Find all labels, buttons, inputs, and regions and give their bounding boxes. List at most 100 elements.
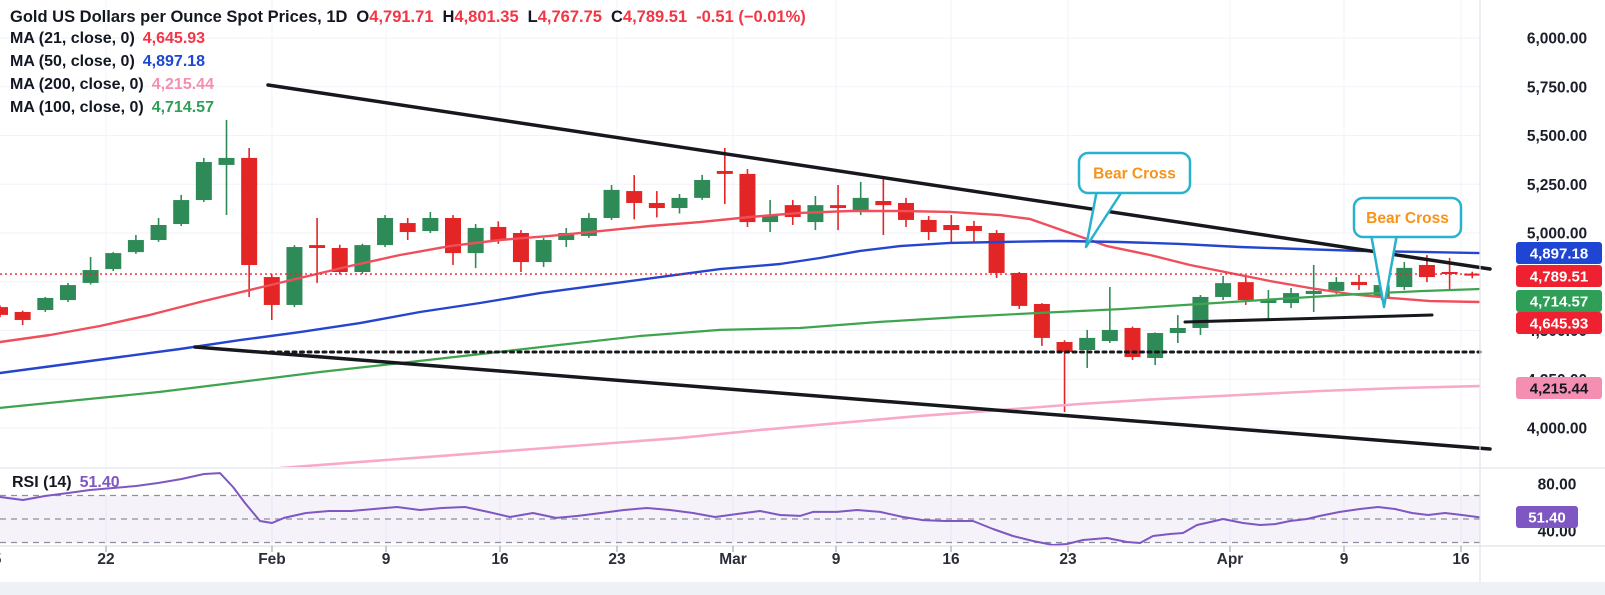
svg-text:4,897.18: 4,897.18 [1530,246,1588,263]
candle [1011,272,1028,309]
ma-legend-value: 4,714.57 [151,99,214,116]
price-badge: 4,714.57 [1516,290,1602,312]
candle [14,310,31,326]
candle [286,245,303,308]
callout-text: Bear Cross [1093,166,1176,183]
rsi-label: RSI (14) [12,474,72,491]
symbol-title-row: Gold US Dollars per Ounce Spot Prices, 1… [10,8,806,27]
ma-line-ma50[interactable] [0,239,1480,375]
rsi-axis-label: 80.00 [1538,476,1577,493]
ma-legend-value: 4,897.18 [142,53,206,70]
price-axis-label: 5,500.00 [1527,128,1587,145]
ma-legend-label: MA (100, close, 0) [10,99,144,116]
rsi-legend[interactable]: RSI (14) 51.40 [12,474,120,492]
svg-text:4,645.93: 4,645.93 [1530,316,1588,333]
candle [1351,274,1367,290]
candle [1215,275,1232,301]
upper-trendline[interactable] [266,83,1492,271]
candle [1147,332,1164,366]
ma-line-ma100[interactable] [0,287,1480,409]
ma-legend-row[interactable]: MA (50, close, 0) 4,897.18 [10,50,806,73]
time-label: 9 [382,551,391,568]
candle [1079,329,1096,368]
candle [1124,326,1141,360]
bear-cross-callout[interactable]: Bear Cross [1352,196,1463,309]
candle [535,237,552,267]
candle [309,217,326,283]
ma-legend: MA (21, close, 0) 4,645.93 MA (50, close, … [10,27,806,119]
price-badge: 4,215.44 [1516,377,1602,399]
axis-badges: 4,897.18 4,789.51 4,714.57 4,645.93 4,215.44… [1516,242,1602,528]
candle [105,252,122,272]
ohlc-key: H [442,8,455,26]
time-label: Mar [719,551,747,568]
ohlc-key: L [527,8,538,26]
bear-cross-callout[interactable]: Bear Cross [1077,151,1192,249]
ma-line-ma21[interactable] [0,209,1480,344]
chart-legend: Gold US Dollars per Ounce Spot Prices, 1… [10,8,806,119]
candle [37,296,54,312]
ma-legend-row[interactable]: MA (200, close, 0) 4,215.44 [10,73,806,96]
candle [1033,303,1050,346]
ma-line-ma200[interactable] [279,384,1480,468]
candle [150,217,167,242]
candle [830,185,847,231]
candle [467,224,484,269]
symbol-title[interactable]: Gold US Dollars per Ounce Spot Prices, 1… [10,8,348,26]
price-axis-label: 6,000.00 [1527,31,1587,48]
price-badge: 4,645.93 [1516,312,1602,334]
candle [875,177,892,235]
candle [965,220,982,242]
candle [920,216,937,241]
ma-legend-row[interactable]: MA (100, close, 0) 4,714.57 [10,96,806,119]
price-badge: 4,789.51 [1516,265,1602,287]
bottom-toolbar-strip [0,582,1605,595]
candle [173,194,190,226]
ohlc-key: O [356,8,370,26]
candle [694,174,711,200]
ohlc-key: C [610,8,623,26]
candle [1101,287,1118,343]
candle [898,197,914,227]
ma-legend-row[interactable]: MA (21, close, 0) 4,645.93 [10,27,806,50]
time-axis[interactable]: 5 22 Feb 9 16 23 Mar 9 16 23 Apr 9 16 [0,546,1470,568]
candle [558,227,575,248]
candle [580,213,597,238]
time-label: 9 [1340,551,1349,568]
ohlc-value: 4,789.51 [622,8,688,26]
time-label: 23 [1059,551,1077,568]
candle [626,175,643,220]
time-label: 16 [491,551,509,568]
candle [988,230,1005,279]
price-axis-label: 5,750.00 [1527,79,1587,96]
svg-text:4,789.51: 4,789.51 [1530,269,1588,286]
short-resistance-level[interactable] [1183,313,1434,324]
candle [512,230,529,272]
rsi-band-layer [0,494,1480,544]
ma-legend-label: MA (50, close, 0) [10,53,135,70]
time-label: 5 [0,551,2,568]
rsi-line[interactable] [0,472,1480,546]
price-badge: 51.40 [1516,506,1578,528]
grid-layer [0,0,1480,546]
time-label: 9 [832,551,841,568]
candle [127,234,144,254]
price-axis-label: 5,000.00 [1527,226,1587,243]
candle [59,282,76,303]
time-label: 23 [608,551,626,568]
ohlc-readout: O4,791.71 H4,801.35 L4,767.75 C4,789.51 [347,8,687,26]
time-label: Apr [1217,551,1244,568]
candle [648,191,665,218]
time-label: 22 [97,551,114,568]
price-axis-label: 4,000.00 [1527,421,1587,438]
moving-averages-layer [0,209,1480,468]
candle [1192,295,1209,335]
candle [943,215,960,244]
lower-trendline[interactable] [193,345,1492,451]
candle [0,305,8,318]
price-change: -0.51 (−0.01%) [696,8,806,26]
svg-text:51.40: 51.40 [1528,510,1566,527]
candle [218,119,235,216]
